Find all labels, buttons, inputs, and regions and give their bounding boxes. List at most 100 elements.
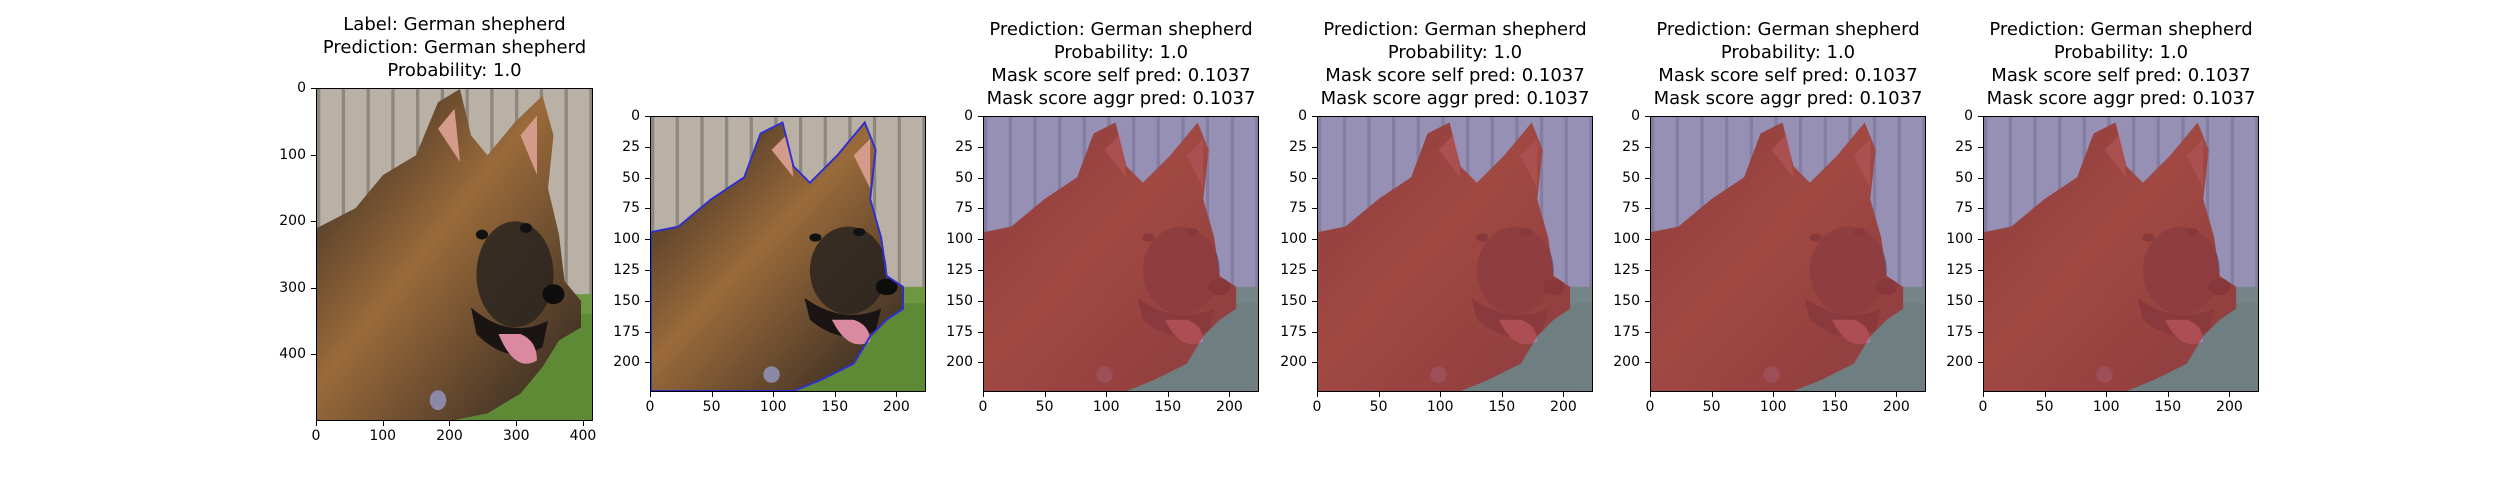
x-tick-label: 0: [645, 399, 655, 415]
y-tick-label: 50: [1955, 169, 1973, 186]
y-tick-label: 200: [279, 213, 306, 230]
dog-photo-mask-contour: [650, 116, 926, 392]
y-tick-mark: [1645, 270, 1650, 272]
x-tick-mark: [1650, 392, 1651, 397]
x-tick-label: 100: [1759, 399, 1787, 415]
title-line: Prediction: German shepherd: [1656, 19, 1920, 40]
x-tick-mark: [582, 421, 584, 426]
x-tick-mark: [316, 421, 317, 426]
x-tick-label: 100: [369, 428, 397, 444]
y-tick-mark: [978, 239, 983, 241]
panel-title: Prediction: German shepherd Probability: …: [1923, 18, 2319, 110]
y-tick-mark: [645, 177, 650, 179]
y-tick-label: 125: [1946, 262, 1973, 279]
x-tick-label: 200: [2216, 399, 2243, 415]
y-tick-mark: [1312, 177, 1317, 179]
y-tick-mark: [1978, 116, 1983, 117]
x-tick-mark: [516, 421, 518, 426]
y-tick-label: 25: [1622, 138, 1640, 155]
dog-image: [651, 117, 925, 391]
panel-title: Prediction: German shepherd Probability: …: [923, 18, 1319, 110]
title-line: Label: German shepherd: [343, 14, 566, 35]
y-tick-mark: [1645, 177, 1650, 179]
x-tick-label: 50: [1702, 399, 1721, 415]
x-tick-label: 100: [2092, 399, 2120, 415]
title-line: Mask score aggr pred: 0.1037: [986, 88, 1256, 109]
x-tick-mark: [1711, 392, 1713, 397]
y-tick-label: 25: [622, 138, 640, 155]
y-tick-label: 100: [946, 231, 973, 248]
x-tick-label: 200: [436, 428, 463, 444]
x-tick-label: 200: [1216, 399, 1243, 415]
x-tick-mark: [896, 392, 898, 397]
y-tick-mark: [1312, 362, 1317, 364]
dog-image: [1651, 117, 1925, 391]
y-tick-label: 75: [955, 200, 973, 217]
x-tick-label: 200: [1550, 399, 1577, 415]
y-tick-mark: [1312, 116, 1317, 117]
y-tick-label: 125: [1280, 262, 1307, 279]
x-tick-mark: [1501, 392, 1503, 397]
y-tick-label: 175: [1613, 323, 1640, 340]
y-tick-mark: [1312, 208, 1317, 210]
y-tick-mark: [1645, 146, 1650, 148]
y-tick-label: 125: [613, 262, 640, 279]
y-tick-mark: [1978, 177, 1983, 179]
y-tick-mark: [645, 270, 650, 272]
y-tick-mark: [1645, 300, 1650, 302]
y-tick-label: 0: [964, 108, 973, 124]
x-tick-mark: [1896, 392, 1898, 397]
y-tick-label: 100: [613, 231, 640, 248]
y-tick-mark: [1312, 239, 1317, 241]
y-tick-label: 25: [1289, 138, 1307, 155]
y-tick-label: 0: [1298, 108, 1307, 124]
title-line: Mask score self pred: 0.1037: [1991, 65, 2251, 86]
y-tick-mark: [1645, 362, 1650, 364]
y-tick-mark: [978, 116, 983, 117]
y-tick-label: 75: [1955, 200, 1973, 217]
y-tick-mark: [1312, 331, 1317, 333]
y-tick-mark: [311, 354, 316, 356]
y-tick-label: 75: [622, 200, 640, 217]
x-tick-label: 150: [2154, 399, 2182, 415]
panel-title: Label: German shepherd Prediction: German…: [256, 13, 653, 82]
y-tick-mark: [978, 177, 983, 179]
x-tick-label: 0: [978, 399, 988, 415]
x-tick-mark: [711, 392, 713, 397]
y-tick-label: 25: [955, 138, 973, 155]
dog-mask-overlay: [1983, 116, 2259, 392]
title-line: Probability: 1.0: [2053, 42, 2189, 63]
dog-image: [317, 89, 592, 420]
x-tick-mark: [1229, 392, 1231, 397]
x-tick-label: 50: [2035, 399, 2054, 415]
y-tick-mark: [978, 270, 983, 272]
y-tick-mark: [978, 331, 983, 333]
title-line: Prediction: German shepherd: [1989, 19, 2253, 40]
y-tick-label: 200: [613, 354, 640, 371]
x-tick-mark: [2167, 392, 2169, 397]
y-tick-mark: [1978, 146, 1983, 148]
title-line: Prediction: German shepherd: [989, 19, 1253, 40]
dog-mask-overlay: [1650, 116, 1926, 392]
y-tick-mark: [1312, 300, 1317, 302]
x-tick-mark: [1167, 392, 1169, 397]
y-tick-label: 125: [1613, 262, 1640, 279]
y-tick-label: 50: [955, 169, 973, 186]
y-tick-label: 175: [613, 323, 640, 340]
y-tick-mark: [311, 221, 316, 223]
y-tick-mark: [1645, 116, 1650, 117]
x-tick-label: 50: [702, 399, 721, 415]
y-tick-label: 50: [1622, 169, 1640, 186]
y-tick-label: 150: [613, 292, 640, 309]
y-tick-label: 0: [1964, 108, 1973, 124]
y-tick-label: 25: [1955, 138, 1973, 155]
x-tick-mark: [1563, 392, 1565, 397]
x-tick-label: 100: [1092, 399, 1120, 415]
x-tick-mark: [1834, 392, 1836, 397]
title-line: Probability: 1.0: [387, 60, 522, 81]
title-line: Mask score aggr pred: 0.1037: [1986, 88, 2256, 109]
y-tick-label: 50: [1289, 169, 1307, 186]
y-tick-label: 100: [1613, 231, 1640, 248]
y-tick-label: 75: [1622, 200, 1640, 217]
y-tick-label: 175: [946, 323, 973, 340]
